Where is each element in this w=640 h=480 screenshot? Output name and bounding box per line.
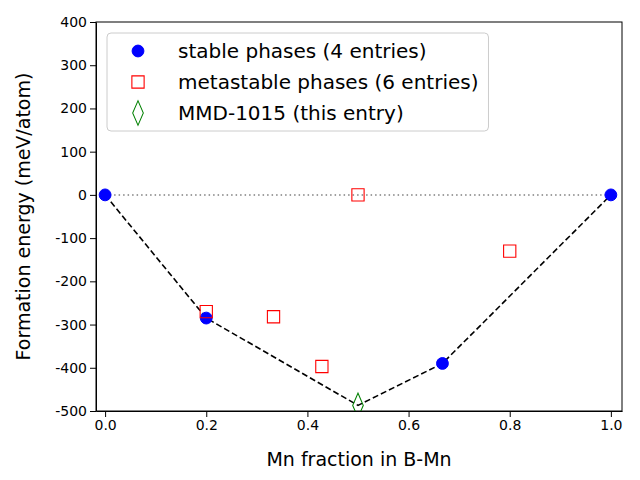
x-tick: 1.0 — [600, 411, 622, 433]
y-tick: 100 — [60, 144, 96, 160]
point — [352, 189, 364, 201]
chart: 0.0 0.2 0.4 0.6 0.8 1.0 -500 -400 -300 -200 -100 0 1… — [0, 0, 640, 480]
x-tick: 0.4 — [297, 411, 319, 433]
point — [504, 245, 516, 257]
y-tick: 0 — [78, 187, 96, 203]
legend-marker — [132, 76, 144, 88]
y-tick-mark — [90, 152, 96, 153]
y-tick-mark — [90, 281, 96, 282]
y-tick-label: -500 — [55, 403, 87, 419]
y-tick-label: 400 — [60, 14, 87, 30]
y-tick: -400 — [55, 360, 96, 376]
y-tick-label: -200 — [55, 273, 87, 289]
point — [267, 311, 279, 323]
y-tick-label: 300 — [60, 57, 87, 73]
x-tick-label: 0.4 — [297, 417, 319, 433]
y-tick-mark — [90, 411, 96, 412]
legend-label: stable phases (4 entries) — [178, 39, 427, 63]
y-axis: -500 -400 -300 -200 -100 0 100 200 300 400 — [55, 14, 96, 419]
point — [353, 393, 364, 411]
legend-label: MMD-1015 (this entry) — [178, 101, 404, 125]
point — [605, 189, 617, 201]
x-tick: 0.8 — [499, 411, 521, 433]
plot-frame — [96, 22, 622, 411]
zero-line — [105, 194, 611, 196]
y-tick-mark — [90, 22, 96, 23]
x-axis: 0.0 0.2 0.4 0.6 0.8 1.0 — [94, 411, 622, 433]
y-tick-label: 200 — [60, 100, 87, 116]
y-axis-title: Formation energy (meV/atom) — [12, 73, 34, 361]
x-tick-label: 0.0 — [94, 417, 116, 433]
y-tick-mark — [90, 65, 96, 66]
y-tick-label: 0 — [78, 187, 87, 203]
y-tick: 200 — [60, 100, 96, 116]
y-tick-mark — [90, 368, 96, 369]
y-tick: 400 — [60, 14, 96, 30]
y-tick: -200 — [55, 273, 96, 289]
legend-box — [107, 33, 488, 131]
x-tick-label: 0.2 — [196, 417, 218, 433]
y-tick-label: 100 — [60, 144, 87, 160]
y-tick: -300 — [55, 317, 96, 333]
y-tick-label: -300 — [55, 317, 87, 333]
x-tick: 0.0 — [94, 411, 116, 433]
y-tick: -100 — [55, 230, 96, 246]
point — [200, 305, 212, 317]
legend-marker — [133, 101, 144, 125]
y-tick-label: -400 — [55, 360, 87, 376]
legend-marker — [132, 45, 144, 57]
y-tick-mark — [90, 195, 96, 196]
legend-label: metastable phases (6 entries) — [178, 70, 478, 94]
x-axis-line — [97, 411, 623, 412]
y-tick-mark — [90, 238, 96, 239]
legend: stable phases (4 entries) metastable phas… — [107, 33, 488, 131]
y-tick-mark — [90, 325, 96, 326]
x-tick: 0.2 — [196, 411, 218, 433]
x-tick-label: 1.0 — [600, 417, 622, 433]
point — [99, 189, 111, 201]
hull-line — [105, 195, 611, 405]
x-axis-title: Mn fraction in B-Mn — [266, 448, 451, 470]
y-axis-line — [96, 23, 97, 412]
y-tick-label: -100 — [55, 230, 87, 246]
y-tick: 300 — [60, 57, 96, 73]
x-tick-label: 0.6 — [398, 417, 420, 433]
plot-marks — [99, 189, 617, 411]
y-tick: -500 — [55, 403, 96, 419]
x-tick-label: 0.8 — [499, 417, 521, 433]
y-tick-mark — [90, 108, 96, 109]
point — [316, 360, 328, 372]
point — [437, 358, 449, 370]
x-tick: 0.6 — [398, 411, 420, 433]
